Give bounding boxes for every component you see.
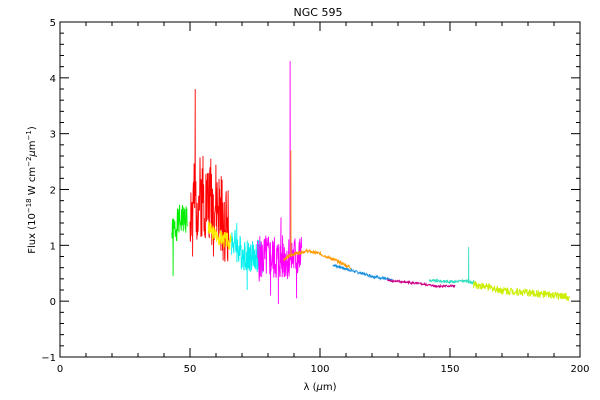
x-tick-label: 0: [57, 364, 63, 375]
y-tick-label: 1: [50, 241, 56, 252]
y-tick-label: −1: [41, 353, 56, 364]
spectrum-series-9: [428, 246, 477, 285]
spectrum-series-2: [189, 88, 230, 262]
spectrum-series-10: [472, 280, 570, 301]
spectrum-series-8: [387, 277, 456, 289]
x-tick-label: 50: [184, 364, 197, 375]
y-tick-label: 4: [50, 74, 56, 85]
y-tick-label: 3: [50, 130, 56, 141]
spectrum-series-7: [332, 263, 394, 282]
y-tick-label: 0: [50, 297, 56, 308]
spectrum-series-5: [257, 61, 303, 305]
x-axis-label: λ (μm): [303, 382, 336, 393]
y-axis-ticks: −1 0 1 2 3 4 5: [41, 18, 580, 364]
y-tick-label: 5: [50, 18, 56, 29]
spectrum-series-6: [283, 150, 352, 270]
y-tick-label: 2: [50, 186, 56, 197]
x-tick-label: 200: [570, 364, 589, 375]
x-tick-label: 100: [310, 364, 329, 375]
plot-border: [59, 21, 581, 358]
chart-title: NGC 595: [294, 6, 343, 19]
plot-frame: [59, 21, 581, 358]
y-axis-label: Flux (10−18 W cm−2μm−1): [25, 126, 38, 254]
spectrum-series-1: [171, 204, 188, 277]
series-layer: [171, 61, 570, 305]
spectrum-series-3: [207, 221, 233, 250]
x-tick-label: 150: [440, 364, 459, 375]
x-axis-ticks: 0 50 100 150 200: [57, 22, 590, 375]
